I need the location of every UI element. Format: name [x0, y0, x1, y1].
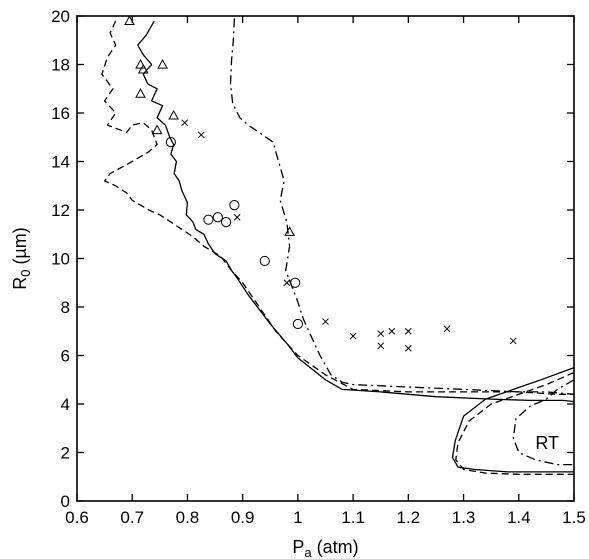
- cross-marker: [349, 332, 357, 340]
- y-tick-label: 14: [51, 153, 70, 172]
- y-tick-label: 12: [51, 201, 70, 220]
- triangle-marker: [137, 63, 149, 74]
- x-tick-label: 1.2: [397, 508, 421, 527]
- y-axis-label: R0 (µm): [10, 227, 33, 290]
- series-line-dashdot-5: [512, 379, 575, 466]
- y-tick-label: 20: [51, 7, 70, 26]
- series-line-dashed-1: [101, 20, 574, 395]
- cross-marker: [404, 344, 412, 352]
- circle-marker: [290, 277, 301, 288]
- y-tick-label: 10: [51, 250, 70, 269]
- circle-marker: [259, 255, 270, 267]
- circle-marker: [292, 318, 303, 330]
- cross-marker: [377, 330, 385, 338]
- circle-marker: [165, 137, 176, 148]
- x-tick-label: 1.3: [452, 508, 476, 527]
- y-tick-label: 4: [61, 395, 70, 414]
- x-tick-label: 0.6: [65, 508, 89, 527]
- circle-marker: [203, 214, 214, 225]
- triangle-marker: [135, 58, 146, 69]
- series-line-solid-0: [137, 20, 575, 403]
- triangle-marker: [168, 109, 179, 120]
- series-line-dashed-4: [455, 371, 575, 475]
- circle-marker: [221, 217, 232, 228]
- cross-marker: [322, 318, 329, 325]
- data-markers: [124, 15, 517, 352]
- x-tick-label: 0.8: [176, 508, 200, 527]
- x-tick-label: 1.1: [341, 508, 365, 527]
- y-tick-label: 2: [61, 444, 70, 463]
- y-tick-label: 0: [61, 492, 70, 511]
- cross-marker: [197, 131, 205, 139]
- x-tick-label: 1.4: [507, 508, 531, 527]
- x-tick-label: 1.5: [562, 508, 586, 527]
- cross-marker: [377, 342, 385, 350]
- x-tick-label: 1: [293, 508, 302, 527]
- y-tick-label: 16: [51, 104, 70, 123]
- x-tick-label: 0.7: [120, 508, 144, 527]
- triangle-marker: [151, 124, 163, 135]
- cross-marker: [283, 279, 291, 287]
- x-axis-label: Pa (atm): [292, 537, 358, 559]
- triangle-marker: [135, 88, 146, 98]
- triangle-marker: [284, 226, 295, 236]
- cross-marker: [233, 213, 241, 221]
- series-line-dashdot-2: [229, 18, 575, 395]
- x-tick-label: 0.9: [231, 508, 255, 527]
- cross-marker: [181, 119, 189, 127]
- cross-marker: [404, 327, 412, 335]
- cross-marker: [509, 337, 517, 345]
- y-tick-label: 8: [61, 298, 70, 317]
- y-tick-label: 18: [51, 56, 70, 75]
- y-tick-label: 6: [61, 347, 70, 366]
- cross-marker: [388, 327, 396, 335]
- circle-marker: [229, 200, 240, 211]
- cross-marker: [443, 325, 451, 333]
- triangle-marker: [157, 58, 168, 69]
- series-lines: [101, 18, 575, 475]
- circle-marker: [212, 212, 223, 223]
- annotation-rt: RT: [535, 433, 559, 453]
- series-line-solid-3: [451, 366, 575, 473]
